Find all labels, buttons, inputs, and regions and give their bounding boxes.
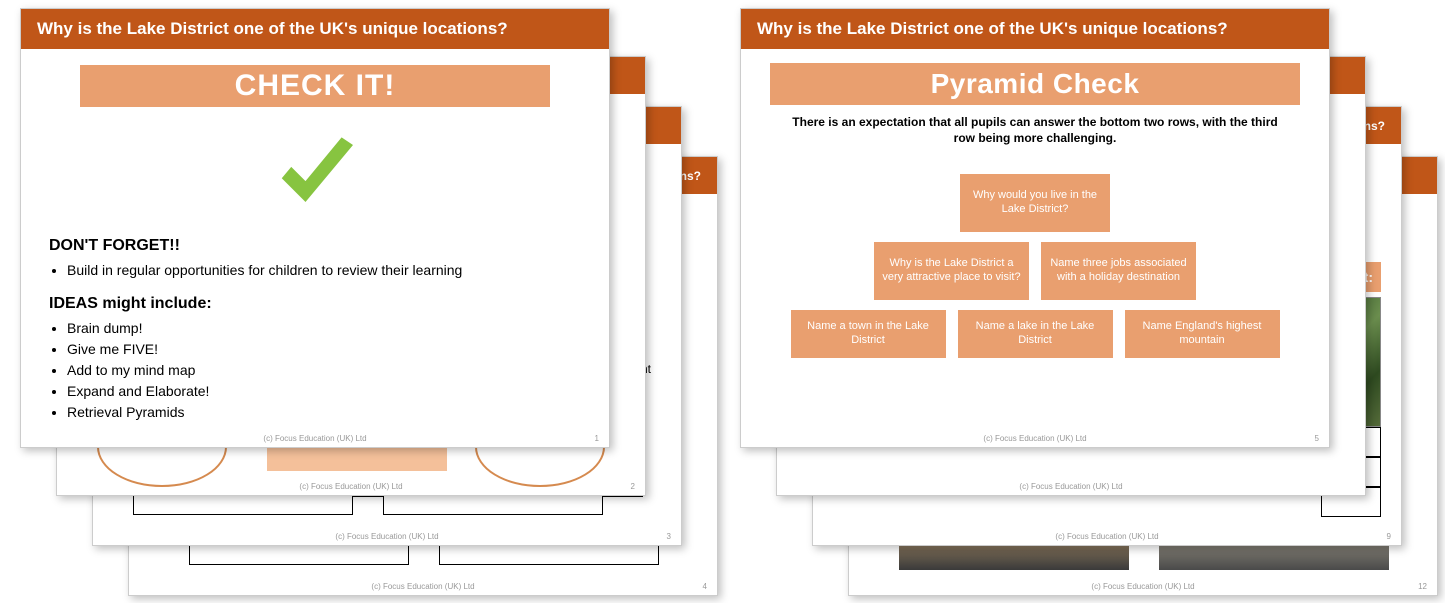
right-stack: Why is the Lake District one of the UK's… [740, 8, 1440, 598]
pyramid-check-title: Pyramid Check [770, 63, 1299, 105]
dont-forget-heading: DON'T FORGET!! [49, 235, 581, 257]
footer-text: (c) Focus Education (UK) Ltd [129, 582, 717, 591]
idea-bullet: Expand and Elaborate! [67, 382, 581, 401]
page-number: 12 [1418, 582, 1427, 591]
page-number: 1 [595, 434, 599, 443]
right-slide-front: Why is the Lake District one of the UK's… [740, 8, 1330, 448]
footer-text: (c) Focus Education (UK) Ltd [849, 582, 1437, 591]
footer-text: (c) Focus Education (UK) Ltd [813, 532, 1401, 541]
page-number: 5 [1315, 434, 1319, 443]
pyramid-box-top: Why would you live in the Lake District? [960, 174, 1110, 232]
header-text: Why is the Lake District one of the UK's… [757, 19, 1228, 38]
pyramid-box-bot-mid: Name a lake in the Lake District [958, 310, 1113, 358]
pyramid-subtitle: There is an expectation that all pupils … [741, 115, 1329, 146]
pyramid-box-bot-left: Name a town in the Lake District [791, 310, 946, 358]
pyramid-box-mid-left: Why is the Lake District a very attracti… [874, 242, 1029, 300]
pyramid-grid: Why would you live in the Lake District?… [741, 174, 1329, 358]
pyramid-box-bot-right: Name England's highest mountain [1125, 310, 1280, 358]
check-it-title: CHECK IT! [80, 65, 550, 107]
footer-text: (c) Focus Education (UK) Ltd [21, 434, 609, 443]
left-stack: Why is the Lake District one of the UK's… [20, 8, 700, 598]
footer-text: (c) Focus Education (UK) Ltd [57, 482, 645, 491]
page-number: 3 [667, 532, 671, 541]
idea-bullet: Retrieval Pyramids [67, 403, 581, 422]
footer-text: (c) Focus Education (UK) Ltd [777, 482, 1365, 491]
body-text-block: DON'T FORGET!! Build in regular opportun… [21, 235, 609, 434]
page-number: 2 [631, 482, 635, 491]
page-number: 4 [703, 582, 707, 591]
idea-bullet: Brain dump! [67, 319, 581, 338]
checkmark-icon [255, 123, 375, 223]
left-slide-1-front: Why is the Lake District one of the UK's… [20, 8, 610, 448]
pyramid-box-mid-right: Name three jobs associated with a holida… [1041, 242, 1196, 300]
idea-bullet: Give me FIVE! [67, 340, 581, 359]
header-text: Why is the Lake District one of the UK's… [37, 19, 508, 38]
footer-text: (c) Focus Education (UK) Ltd [741, 434, 1329, 443]
dont-forget-bullet: Build in regular opportunities for child… [67, 261, 581, 280]
ideas-heading: IDEAS might include: [49, 293, 581, 315]
footer-text: (c) Focus Education (UK) Ltd [93, 532, 681, 541]
idea-bullet: Add to my mind map [67, 361, 581, 380]
page-number: 9 [1387, 532, 1391, 541]
